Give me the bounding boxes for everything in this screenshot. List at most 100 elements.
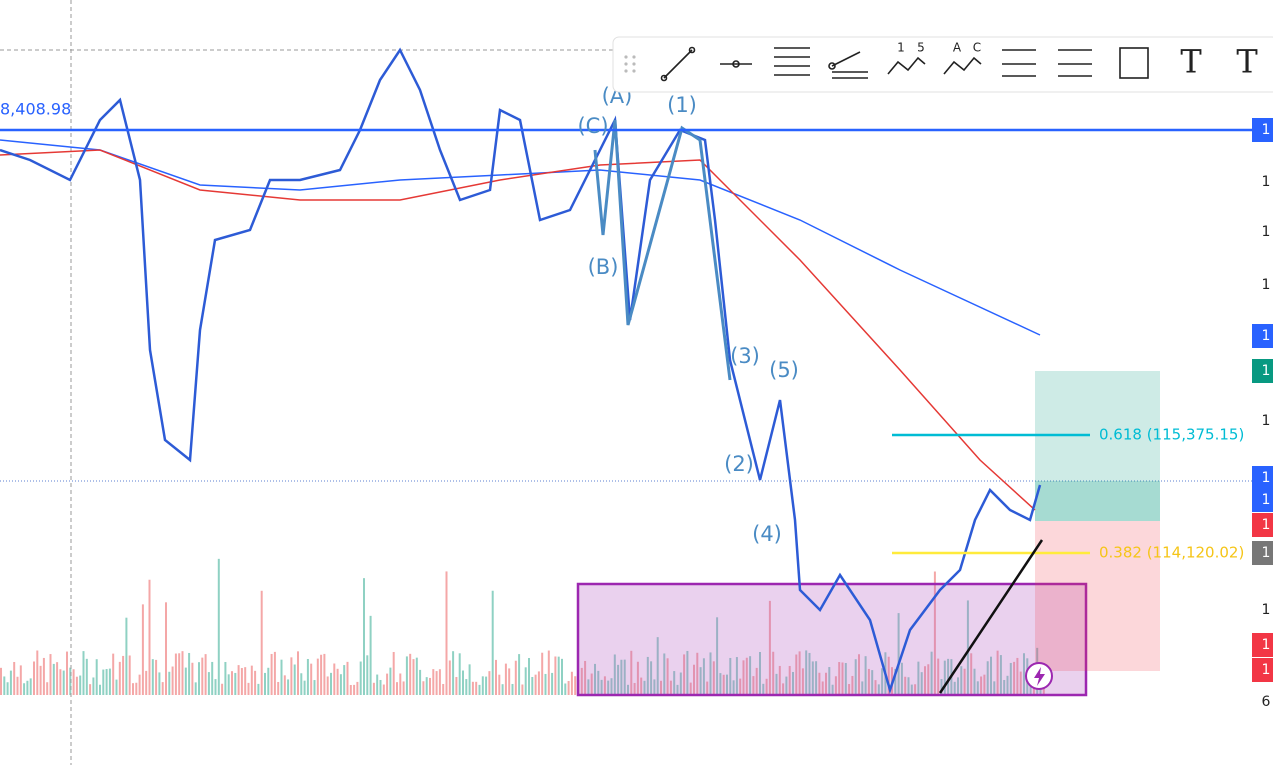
- volume-bar: [112, 653, 115, 695]
- volume-bar: [831, 684, 834, 695]
- volume-bar: [425, 677, 428, 695]
- wave-abc-tool[interactable]: [943, 56, 982, 75]
- volume-bar: [679, 672, 682, 695]
- price-badge: [1252, 118, 1273, 142]
- volume-bar: [759, 651, 761, 695]
- wave-12345-tool[interactable]: [887, 56, 926, 75]
- volume-bar: [257, 683, 260, 695]
- price-axis-label: 1: [1262, 363, 1271, 379]
- ray-tool[interactable]: [720, 60, 752, 68]
- volume-bar: [49, 654, 52, 695]
- fib-tool[interactable]: [1002, 49, 1036, 77]
- volume-bar: [29, 678, 32, 695]
- volume-bar: [656, 637, 659, 695]
- pitchfork-tool[interactable]: [828, 51, 868, 79]
- volume-bar: [290, 657, 293, 695]
- volume-bar: [132, 683, 134, 695]
- volume-bar: [1003, 679, 1006, 695]
- volume-bar: [570, 671, 573, 695]
- volume-bar: [217, 558, 220, 695]
- volume-bar: [762, 683, 765, 695]
- wave-label: (2): [724, 452, 754, 476]
- volume-bar: [287, 679, 290, 695]
- price-axis-label: 1: [1262, 470, 1271, 486]
- volume-bar: [630, 650, 633, 695]
- volume-bar: [729, 657, 732, 695]
- volume-bar: [59, 669, 62, 695]
- price-badge: [1252, 359, 1273, 383]
- price-axis-label: 6: [1262, 694, 1271, 710]
- volume-bar: [881, 668, 884, 695]
- volume-bar: [999, 655, 1002, 695]
- volume-bar: [683, 654, 686, 695]
- tool-label: A: [953, 41, 962, 55]
- text-tool[interactable]: T: [1180, 43, 1202, 81]
- trendline-tool[interactable]: [660, 46, 696, 82]
- volume-bar: [534, 674, 537, 695]
- volume-bar: [1023, 653, 1025, 695]
- volume-bar: [785, 676, 788, 695]
- volume-bar: [495, 659, 497, 695]
- anchored-text-tool[interactable]: T: [1236, 43, 1258, 81]
- rectangle-tool[interactable]: [1119, 47, 1149, 79]
- volume-bar: [841, 662, 844, 695]
- volume-bar: [676, 684, 679, 695]
- volume-bar: [356, 681, 359, 695]
- volume-bar: [910, 684, 913, 695]
- volume-bar: [445, 571, 448, 695]
- volume-bar: [851, 675, 854, 695]
- volume-bar: [805, 650, 808, 695]
- volume-bar: [811, 661, 814, 695]
- volume-bar: [646, 656, 649, 695]
- volume-bar: [1006, 675, 1009, 695]
- parallel-channel-tool[interactable]: [774, 47, 810, 76]
- volume-bar: [821, 681, 824, 695]
- volume-bar: [267, 667, 270, 695]
- volume-bar: [788, 665, 791, 695]
- volume-bar: [990, 656, 992, 695]
- volume-bar: [0, 667, 2, 695]
- volume-bar: [178, 653, 181, 695]
- volume-bar: [970, 653, 973, 695]
- target-zone: [1035, 371, 1160, 521]
- volume-bar: [712, 661, 715, 695]
- volume-bar: [590, 673, 593, 695]
- volume-bar: [874, 680, 877, 695]
- volume-bar: [867, 668, 870, 695]
- volume-bar: [980, 676, 983, 695]
- ma-red: [0, 149, 1036, 511]
- zone-box: [576, 582, 1088, 697]
- volume-bar: [518, 654, 521, 695]
- volume-bar: [419, 669, 422, 695]
- volume-bar: [277, 681, 280, 695]
- volume-bar: [749, 656, 752, 695]
- volume-bar: [475, 681, 478, 695]
- volume-bar: [310, 663, 313, 695]
- volume-bar: [900, 662, 903, 695]
- volume-bar: [491, 590, 494, 695]
- volume-bar: [386, 673, 389, 695]
- volume-bar: [448, 660, 451, 695]
- volume-bar: [551, 672, 554, 695]
- volume-bar: [653, 679, 656, 695]
- price-badge: [1252, 488, 1273, 512]
- volume-bar: [250, 665, 253, 695]
- volume-bar: [471, 681, 474, 695]
- price-axis-label: 1: [1262, 517, 1271, 533]
- volume-bar: [541, 652, 544, 695]
- volume-bar: [174, 653, 177, 695]
- volume-bar: [633, 682, 636, 695]
- volume-bar: [973, 668, 976, 695]
- volume-bar: [504, 663, 507, 695]
- volume-bar: [184, 667, 187, 695]
- volume-bar: [409, 653, 412, 695]
- volume-bar: [976, 681, 979, 695]
- volume-bar: [330, 672, 332, 695]
- volume-bar: [993, 681, 996, 695]
- volume-bar: [686, 650, 689, 695]
- volume-bar: [452, 651, 455, 695]
- volume-bar: [280, 659, 283, 695]
- fib-extension-tool[interactable]: [1058, 49, 1092, 77]
